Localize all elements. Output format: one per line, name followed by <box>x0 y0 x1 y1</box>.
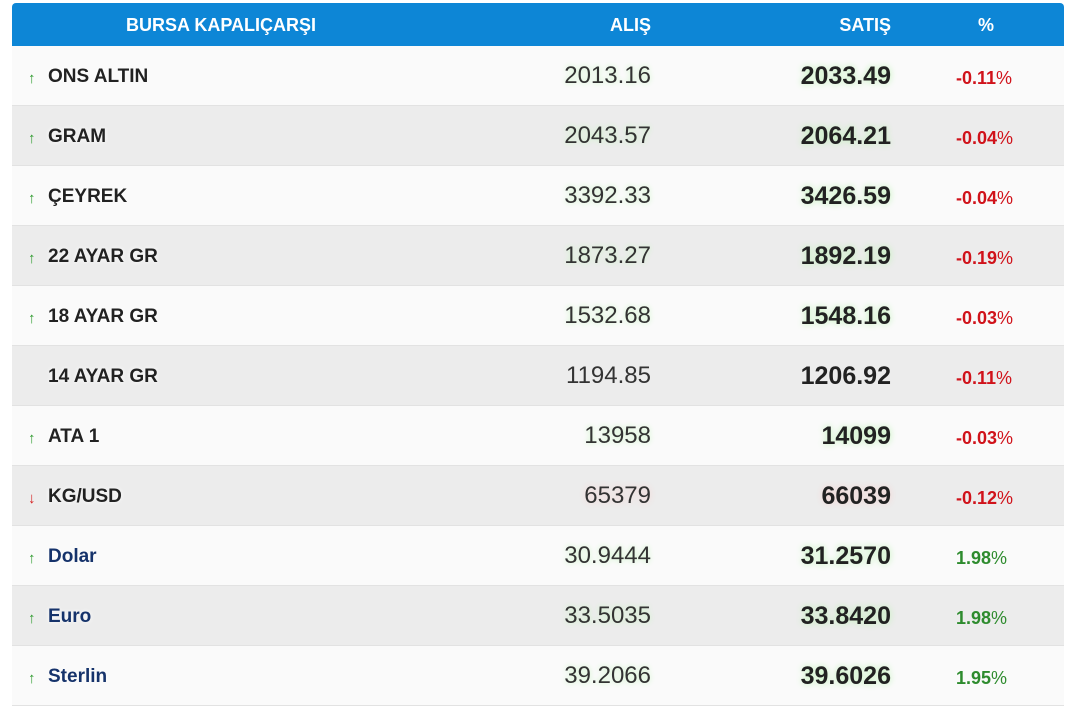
row-name: GRAM <box>48 126 107 147</box>
row-buy: 3392.33 <box>564 182 651 209</box>
table-row[interactable]: ↑ ÇEYREK 3392.33 3426.59 -0.04% <box>12 166 1064 226</box>
up-arrow-icon: ↑ <box>28 430 36 447</box>
row-buy: 33.5035 <box>564 602 651 629</box>
row-name: KG/USD <box>48 486 122 507</box>
row-sell: 33.8420 <box>800 602 891 630</box>
row-sell: 1206.92 <box>800 362 891 390</box>
row-pct-value: -0.19 <box>956 248 998 268</box>
table-row[interactable]: ↑ GRAM 2043.57 2064.21 -0.04% <box>12 106 1064 166</box>
row-name: Dolar <box>48 546 97 567</box>
row-pct: 1.98% <box>956 547 1007 569</box>
row-name: 14 AYAR GR <box>48 366 158 387</box>
row-pct-value: -0.03 <box>956 428 998 448</box>
row-sell: 39.6026 <box>800 662 891 690</box>
row-pct-sign: % <box>991 608 1008 628</box>
table-row[interactable]: ↑ Dolar 30.9444 31.2570 1.98% <box>12 526 1064 586</box>
row-pct-value: -0.11 <box>956 68 997 88</box>
up-arrow-icon: ↑ <box>28 670 36 687</box>
up-arrow-icon: ↑ <box>28 70 36 87</box>
row-pct: -0.04% <box>956 187 1013 209</box>
row-buy: 1194.85 <box>566 362 651 389</box>
row-pct-sign: % <box>996 368 1013 388</box>
header-buy: ALIŞ <box>609 15 651 35</box>
row-pct-sign: % <box>991 548 1008 568</box>
table-row[interactable]: ↑ ONS ALTIN 2013.16 2033.49 -0.11% <box>12 46 1064 106</box>
up-arrow-icon: ↑ <box>28 130 36 147</box>
row-sell: 3426.59 <box>800 182 891 210</box>
table-row[interactable]: ↓ KG/USD 65379 66039 -0.12% <box>12 466 1064 526</box>
row-sell: 2033.49 <box>800 62 891 90</box>
row-pct: 1.98% <box>956 607 1007 629</box>
row-pct-value: -0.11 <box>956 368 997 388</box>
table-row[interactable]: ↑ 22 AYAR GR 1873.27 1892.19 -0.19% <box>12 226 1064 286</box>
row-pct-sign: % <box>997 488 1014 508</box>
row-pct: -0.03% <box>956 427 1013 449</box>
row-name: 22 AYAR GR <box>48 246 158 267</box>
table-row[interactable]: ↑ Euro 33.5035 33.8420 1.98% <box>12 586 1064 646</box>
row-pct-value: -0.04 <box>956 188 998 208</box>
row-pct-sign: % <box>997 188 1014 208</box>
row-pct-value: -0.03 <box>956 308 998 328</box>
table-row[interactable]: ↑ ATA 1 13958 14099 -0.03% <box>12 406 1064 466</box>
row-pct-value: 1.98 <box>956 608 992 628</box>
row-pct: -0.04% <box>956 127 1013 149</box>
row-pct-sign: % <box>997 128 1014 148</box>
up-arrow-icon: ↑ <box>28 190 36 207</box>
row-sell: 14099 <box>821 422 891 450</box>
row-pct-value: -0.04 <box>956 128 998 148</box>
row-sell: 1892.19 <box>800 242 891 270</box>
row-pct: -0.03% <box>956 307 1013 329</box>
row-buy: 2043.57 <box>564 122 651 149</box>
row-pct: 1.95% <box>956 667 1007 689</box>
up-arrow-icon: ↑ <box>28 550 36 567</box>
row-sell: 2064.21 <box>800 122 891 150</box>
table-row[interactable]: ↑ 18 AYAR GR 1532.68 1548.16 -0.03% <box>12 286 1064 346</box>
row-name: ATA 1 <box>48 426 100 447</box>
header-name: BURSA KAPALIÇARŞI <box>126 15 317 35</box>
row-buy: 65379 <box>584 482 651 509</box>
row-pct: -0.11% <box>956 367 1012 389</box>
row-pct-sign: % <box>991 668 1008 688</box>
table-row[interactable]: 14 AYAR GR 1194.85 1206.92 -0.11% <box>12 346 1064 406</box>
row-name: Euro <box>48 606 92 627</box>
row-name: ÇEYREK <box>48 186 128 207</box>
down-arrow-icon: ↓ <box>28 490 36 507</box>
row-buy: 1532.68 <box>564 302 651 329</box>
row-pct-sign: % <box>997 428 1014 448</box>
row-sell: 1548.16 <box>800 302 891 330</box>
table-header: BURSA KAPALIÇARŞI ALIŞ SATIŞ % <box>12 3 1064 46</box>
row-name: 18 AYAR GR <box>48 306 158 327</box>
row-pct: -0.12% <box>956 487 1013 509</box>
row-pct-value: -0.12 <box>956 488 998 508</box>
up-arrow-icon: ↑ <box>28 310 36 327</box>
up-arrow-icon: ↑ <box>28 250 36 267</box>
row-pct: -0.19% <box>956 247 1013 269</box>
row-sell: 31.2570 <box>800 542 891 570</box>
row-sell: 66039 <box>821 482 891 510</box>
header-sell: SATIŞ <box>839 15 891 35</box>
row-pct-sign: % <box>996 68 1013 88</box>
row-buy: 2013.16 <box>564 62 651 89</box>
row-name: Sterlin <box>48 666 108 687</box>
up-arrow-icon: ↑ <box>28 610 36 627</box>
row-buy: 1873.27 <box>564 242 651 269</box>
table-row[interactable]: ↑ Sterlin 39.2066 39.6026 1.95% <box>12 646 1064 706</box>
row-pct-sign: % <box>997 248 1014 268</box>
row-pct-sign: % <box>997 308 1014 328</box>
row-name: ONS ALTIN <box>48 66 149 87</box>
row-buy: 39.2066 <box>564 662 651 689</box>
row-buy: 30.9444 <box>564 542 651 569</box>
market-table: BURSA KAPALIÇARŞI ALIŞ SATIŞ % ↑ ONS ALT… <box>12 3 1064 706</box>
row-pct-value: 1.95 <box>956 668 992 688</box>
header-pct: % <box>978 15 995 35</box>
row-buy: 13958 <box>584 422 651 449</box>
row-pct: -0.11% <box>956 67 1012 89</box>
row-pct-value: 1.98 <box>956 548 992 568</box>
